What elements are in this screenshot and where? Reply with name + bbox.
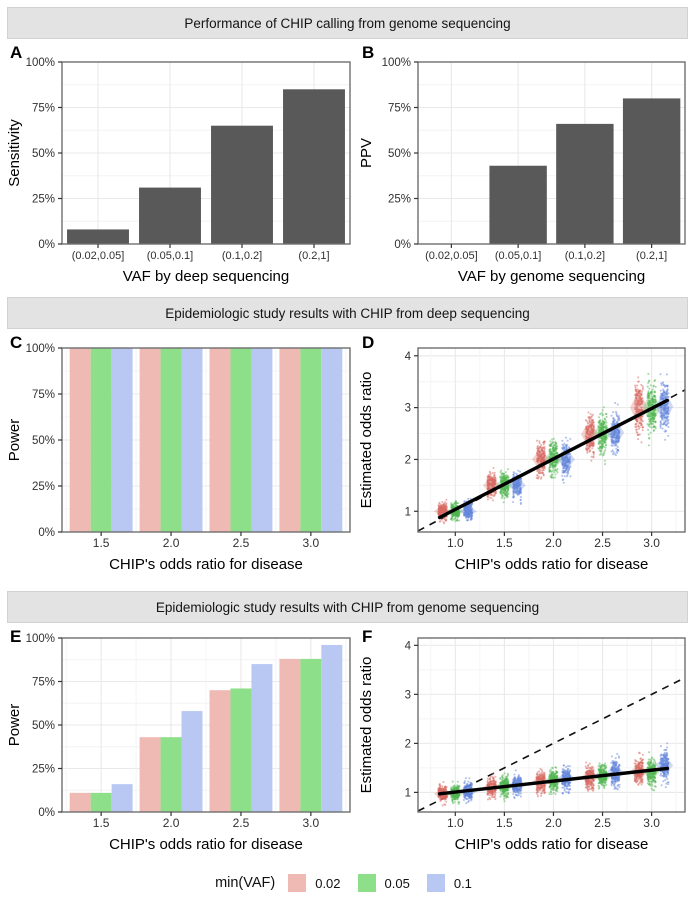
chart-odds-ratio-deep: 1 2 3 4 1.0 1.5 2.0 2.5 3.0 CHIP's odds ratio for… <box>356 332 691 591</box>
svg-text:25%: 25% <box>32 481 55 493</box>
chart-ppv: 0% 25% 50% 75% 100% (0.02,0.05] (0.05,0.1] (0.1… <box>356 42 691 297</box>
svg-text:VAF by genome sequencing: VAF by genome sequencing <box>458 268 645 285</box>
svg-text:(0.05,0.1]: (0.05,0.1] <box>147 250 193 262</box>
svg-text:75%: 75% <box>32 389 55 401</box>
svg-text:(0.2,1]: (0.2,1] <box>298 250 329 262</box>
svg-text:75%: 75% <box>388 103 411 115</box>
svg-text:3.0: 3.0 <box>303 536 320 550</box>
svg-text:2.0: 2.0 <box>545 536 562 550</box>
svg-text:1.0: 1.0 <box>447 536 464 550</box>
svg-text:0%: 0% <box>38 807 55 819</box>
svg-text:0%: 0% <box>38 239 55 251</box>
svg-text:(0.2,1]: (0.2,1] <box>636 250 667 262</box>
svg-text:100%: 100% <box>26 343 55 355</box>
svg-text:Estimated odds ratio: Estimated odds ratio <box>358 372 375 509</box>
banner-middle: Epidemiologic study results with CHIP fr… <box>7 297 688 329</box>
panel-d: D 1 2 3 4 1.0 1.5 2.0 2.5 3.0 CHIP's odds ratio f… <box>356 332 691 586</box>
svg-text:0%: 0% <box>394 239 411 251</box>
svg-text:(0.02,0.05]: (0.02,0.05] <box>72 250 125 262</box>
svg-text:1.5: 1.5 <box>93 536 110 550</box>
svg-text:Power: Power <box>6 419 23 462</box>
banner-top: Performance of CHIP calling from genome … <box>7 7 688 39</box>
svg-text:(0.02,0.05]: (0.02,0.05] <box>425 250 478 262</box>
legend-swatch-0.02 <box>288 874 307 892</box>
svg-text:(0.1,0.2]: (0.1,0.2] <box>565 250 605 262</box>
row-cd: C 0% 25% 50% 75% 100% 1.5 2.0 2.5 3.0 CHIP's odds… <box>0 332 695 586</box>
svg-text:(0.05,0.1]: (0.05,0.1] <box>495 250 541 262</box>
svg-text:4: 4 <box>405 351 412 363</box>
svg-text:2.0: 2.0 <box>163 536 180 550</box>
svg-text:25%: 25% <box>32 764 55 776</box>
legend-swatch-0.05 <box>357 874 376 892</box>
svg-text:1.5: 1.5 <box>93 816 110 830</box>
chart-power-deep: 0% 25% 50% 75% 100% 1.5 2.0 2.5 3.0 CHIP's odds r… <box>4 332 356 591</box>
legend: min(VAF) 0.02 0.05 0.1 <box>0 866 695 900</box>
svg-text:0%: 0% <box>38 527 55 539</box>
panel-f-label: F <box>362 627 373 646</box>
svg-text:50%: 50% <box>32 148 55 160</box>
banner-bottom: Epidemiologic study results with CHIP fr… <box>7 591 688 623</box>
panel-e: E 0% 25% 50% 75% 100% 1.5 2.0 2.5 3.0 CHIP's odds… <box>4 626 356 866</box>
chart-odds-ratio-genome: 1 2 3 4 1.0 1.5 2.0 2.5 3.0 CHIP's odds ratio for… <box>356 626 691 871</box>
svg-text:2.0: 2.0 <box>163 816 180 830</box>
panel-d-label: D <box>362 333 375 352</box>
svg-text:100%: 100% <box>382 57 411 69</box>
svg-text:100%: 100% <box>26 57 55 69</box>
svg-text:PPV: PPV <box>358 138 375 168</box>
panel-a-label: A <box>10 43 23 62</box>
svg-text:100%: 100% <box>26 633 55 645</box>
svg-text:CHIP's odds ratio for disease: CHIP's odds ratio for disease <box>109 836 303 853</box>
svg-text:Sensitivity: Sensitivity <box>6 119 23 187</box>
panel-b-label: B <box>362 43 375 62</box>
legend-label-0.02: 0.02 <box>315 875 341 891</box>
svg-text:50%: 50% <box>32 720 55 732</box>
svg-text:CHIP's odds ratio for disease: CHIP's odds ratio for disease <box>455 556 649 573</box>
svg-text:75%: 75% <box>32 677 55 689</box>
panel-f: F 1 2 3 4 1.0 1.5 2.0 2.5 3.0 CHIP's odds ratio f… <box>356 626 691 866</box>
svg-text:3: 3 <box>405 403 411 415</box>
panel-c-label: C <box>10 333 23 352</box>
svg-text:3.0: 3.0 <box>303 816 320 830</box>
svg-text:1: 1 <box>405 506 411 518</box>
svg-text:Power: Power <box>6 704 23 747</box>
svg-text:50%: 50% <box>32 435 55 447</box>
svg-text:2.5: 2.5 <box>233 816 250 830</box>
panel-b: B 0% 25% 50% 75% 100% (0.02,0.05] (0.05,0.1] (0… <box>356 42 691 292</box>
legend-label-0.1: 0.1 <box>453 875 472 891</box>
svg-text:VAF by deep sequencing: VAF by deep sequencing <box>123 268 290 285</box>
svg-text:(0.1,0.2]: (0.1,0.2] <box>222 250 262 262</box>
svg-text:3.0: 3.0 <box>643 536 660 550</box>
svg-text:50%: 50% <box>388 148 411 160</box>
svg-text:2.5: 2.5 <box>594 536 611 550</box>
svg-text:CHIP's odds ratio for disease: CHIP's odds ratio for disease <box>109 556 303 573</box>
chart-power-genome: 0% 25% 50% 75% 100% 1.5 2.0 2.5 3.0 CHIP's odds r… <box>4 626 356 871</box>
legend-label-0.05: 0.05 <box>384 875 410 891</box>
svg-text:25%: 25% <box>388 194 411 206</box>
svg-text:25%: 25% <box>32 194 55 206</box>
panel-c: C 0% 25% 50% 75% 100% 1.5 2.0 2.5 3.0 CHIP's odds… <box>4 332 356 586</box>
panel-e-label: E <box>10 627 22 646</box>
legend-swatch-0.1 <box>426 874 445 892</box>
banner-top-text: Performance of CHIP calling from genome … <box>184 15 511 31</box>
row-ab: A 0% 25% 50% 75% 100% (0.02,0.05] (0.05,0.1] (0… <box>0 42 695 292</box>
legend-title: min(VAF) <box>215 875 276 891</box>
chart-sensitivity: 0% 25% 50% 75% 100% (0.02,0.05] (0.05,0.1] (0.1… <box>4 42 356 297</box>
row-ef: E 0% 25% 50% 75% 100% 1.5 2.0 2.5 3.0 CHIP's odds… <box>0 626 695 866</box>
panel-a: A 0% 25% 50% 75% 100% (0.02,0.05] (0.05,0.1] (0… <box>4 42 356 292</box>
svg-text:75%: 75% <box>32 103 55 115</box>
svg-text:2.5: 2.5 <box>233 536 250 550</box>
banner-middle-text: Epidemiologic study results with CHIP fr… <box>165 305 530 321</box>
banner-bottom-text: Epidemiologic study results with CHIP fr… <box>155 599 540 615</box>
svg-text:1.5: 1.5 <box>496 536 513 550</box>
svg-text:2: 2 <box>405 454 411 466</box>
